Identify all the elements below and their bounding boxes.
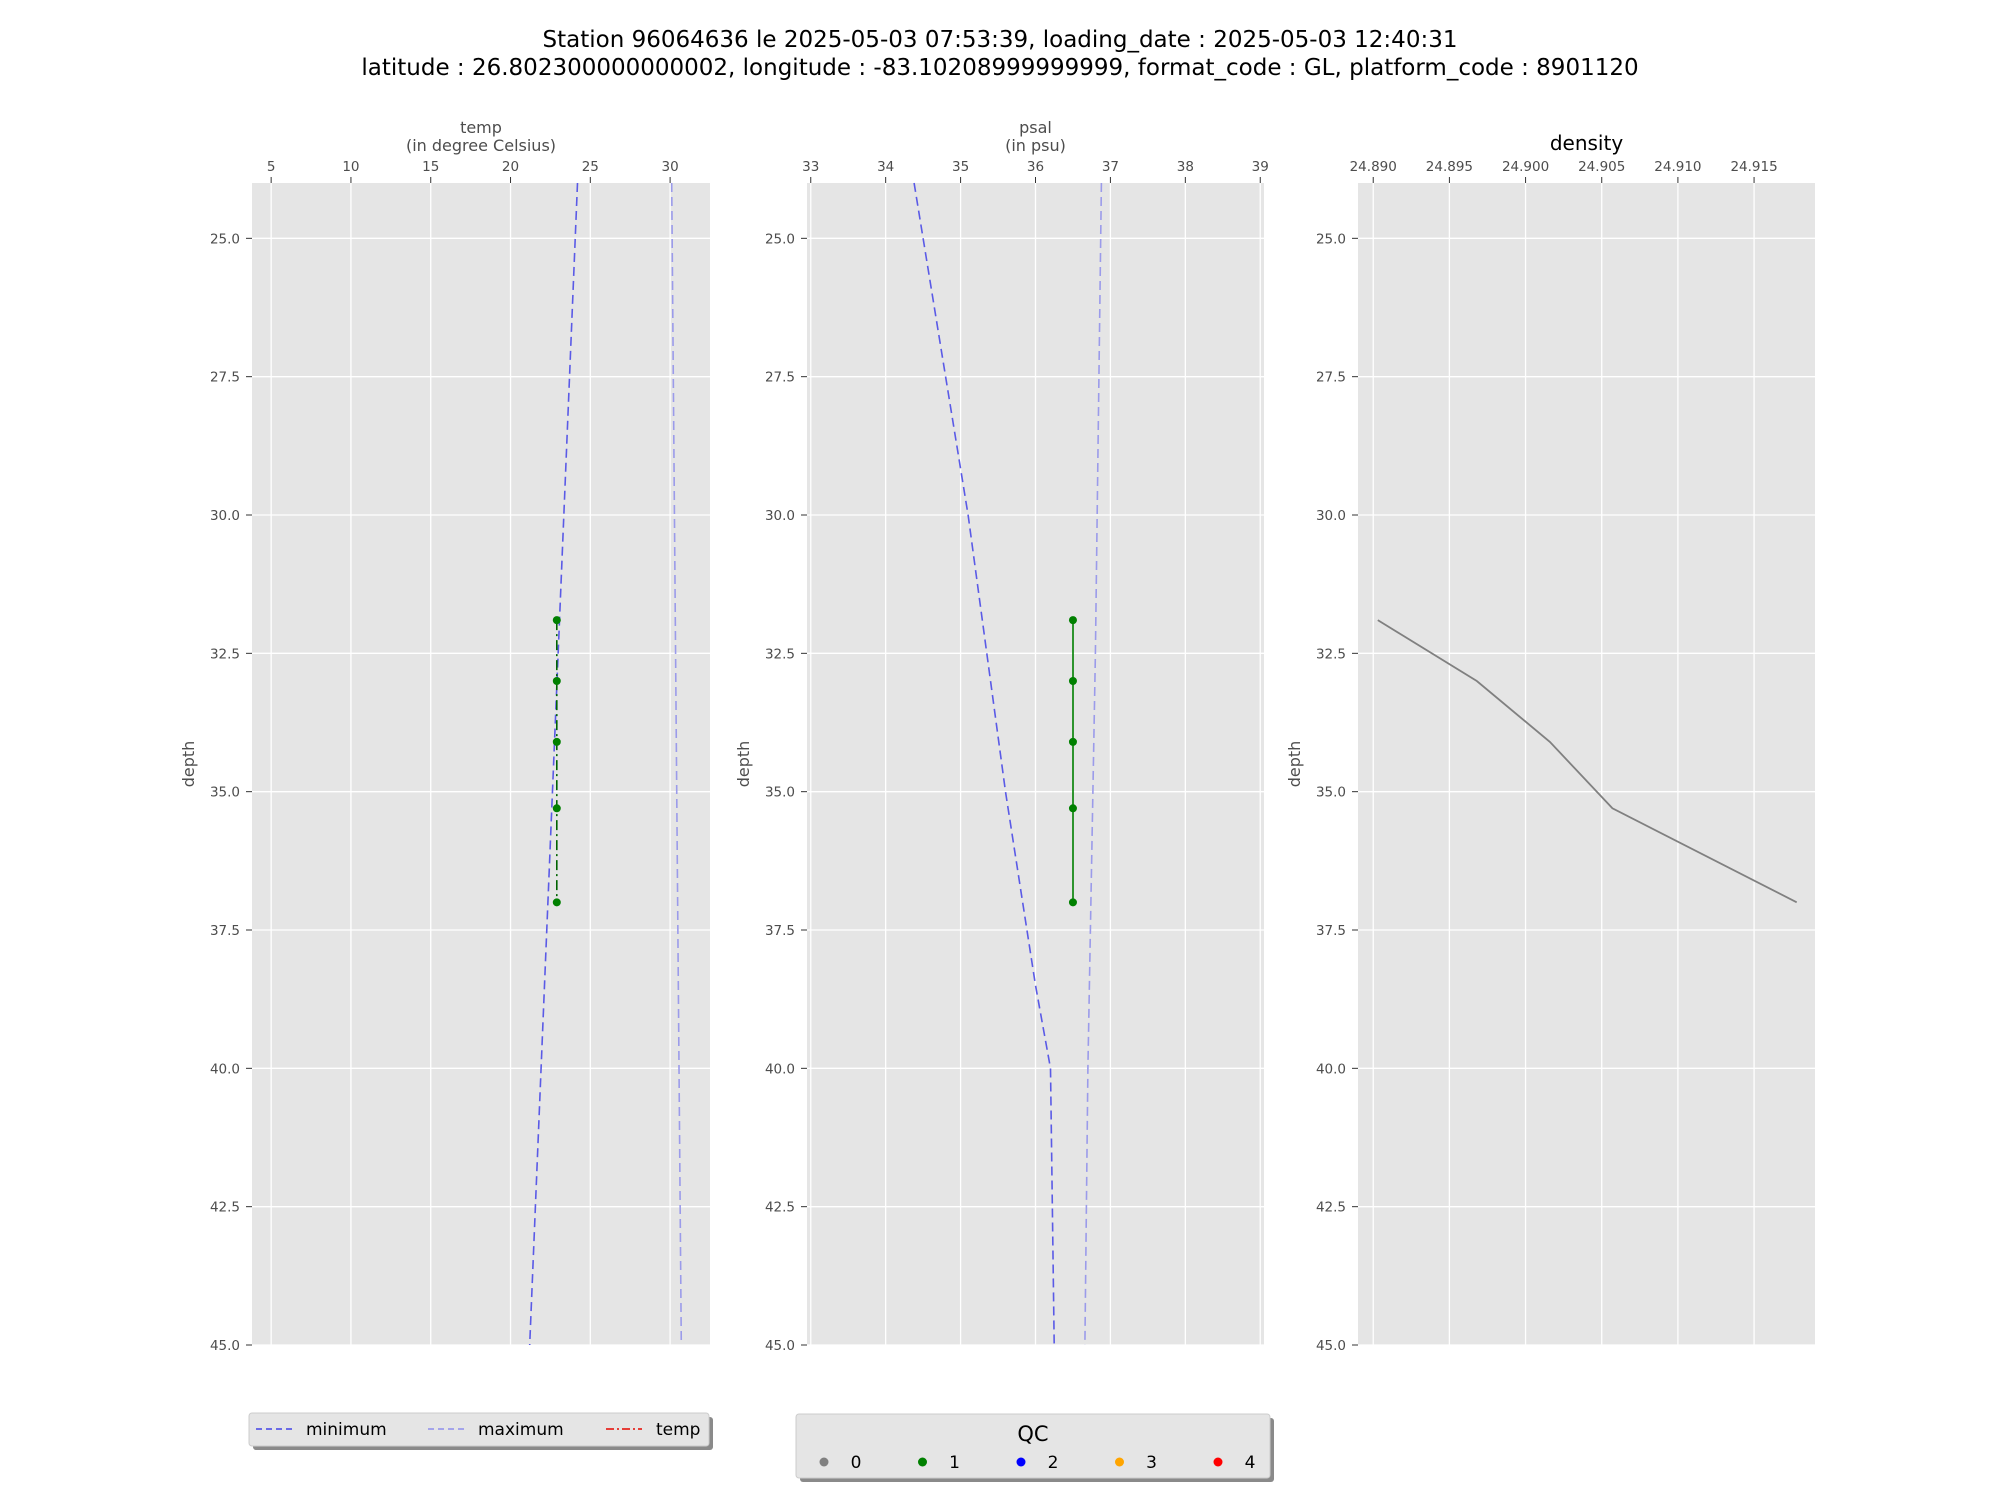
legend-qc-label-4: 4 xyxy=(1245,1453,1256,1473)
legend-qc-label-2: 2 xyxy=(1048,1453,1059,1473)
y-tick-label: 42.5 xyxy=(210,1200,240,1216)
panel-temp: 5 10 15 20 25 30 25.0 27.5 30.0 32.5 35.0 37.5 40.0 4… xyxy=(179,118,710,1354)
legend-box xyxy=(248,1412,710,1447)
y-tick-label: 30.0 xyxy=(210,508,240,524)
data-point-temp xyxy=(552,616,561,625)
x-tick-label: 33 xyxy=(802,159,819,175)
x-tick-label: 39 xyxy=(1252,159,1269,175)
series-line-minimum xyxy=(528,182,579,1346)
x-tick-label: 20 xyxy=(502,159,519,175)
x-tick-label: 24.890 xyxy=(1350,159,1397,175)
x-tick-label: 37 xyxy=(1102,159,1119,175)
y-tick-label: 25.0 xyxy=(210,231,240,247)
legend-lines: minimum maximum temp xyxy=(248,1412,713,1450)
y-tick-label: 40.0 xyxy=(765,1061,795,1077)
y-tick-label: 37.5 xyxy=(1316,923,1346,939)
plot-background xyxy=(252,183,710,1345)
x-tick-label: 35 xyxy=(952,159,969,175)
data-point-psal xyxy=(1068,677,1077,685)
y-tick-label: 35.0 xyxy=(765,785,795,801)
legend-qc-box xyxy=(795,1413,1271,1479)
y-tick-label: 35.0 xyxy=(1316,785,1346,801)
y-tick-label: 35.0 xyxy=(210,785,240,801)
y-tick-label: 37.5 xyxy=(765,923,795,939)
legend-qc-marker-2 xyxy=(1016,1457,1026,1467)
y-tick-label: 27.5 xyxy=(765,370,795,386)
legend-qc-label-3: 3 xyxy=(1146,1453,1157,1473)
y-tick-label: 32.5 xyxy=(1316,646,1346,662)
figure-title: Station 96064636 le 2025-05-03 07:53:39,… xyxy=(0,26,2000,82)
y-tick-label: 32.5 xyxy=(765,646,795,662)
y-tick-label: 25.0 xyxy=(1316,231,1346,247)
legend-label-temp: temp xyxy=(656,1420,700,1440)
y-tick-label: 30.0 xyxy=(765,508,795,524)
y-tick-label: 42.5 xyxy=(1316,1200,1346,1216)
x-tick-label: 24.900 xyxy=(1502,159,1549,175)
x-axis-unit-label: (in psu) xyxy=(1005,136,1066,155)
data-point-psal xyxy=(1068,804,1077,813)
x-tick-label: 34 xyxy=(877,159,894,175)
x-tick-label: 36 xyxy=(1027,159,1044,175)
legend-qc-label-1: 1 xyxy=(949,1453,960,1473)
y-tick-label: 42.5 xyxy=(765,1200,795,1216)
x-axis-label: temp xyxy=(460,118,502,137)
y-axis-label: depth xyxy=(1285,741,1304,788)
data-point-psal xyxy=(1068,898,1077,907)
x-tick-label: 24.915 xyxy=(1730,159,1777,175)
x-tick-label: 15 xyxy=(422,159,439,175)
legend-qc-marker-0 xyxy=(819,1457,829,1467)
y-tick-label: 45.0 xyxy=(210,1338,240,1354)
plot-background xyxy=(1358,183,1815,1345)
x-axis-unit-label: (in degree Celsius) xyxy=(406,136,556,155)
legend-label-maximum: maximum xyxy=(478,1420,564,1440)
y-tick-label: 27.5 xyxy=(210,370,240,386)
panel-psal: 33 34 35 36 37 38 39 25.0 27.5 30.0 32.5 35.0 37.5 40… xyxy=(734,118,1269,1354)
data-point-psal xyxy=(1068,737,1077,746)
y-tick-label: 32.5 xyxy=(210,646,240,662)
legend-qc: QC 0 1 2 3 4 xyxy=(795,1413,1274,1482)
data-point-temp xyxy=(552,898,561,907)
legend-qc-marker-3 xyxy=(1115,1457,1124,1467)
x-tick-label: 25 xyxy=(582,159,599,175)
x-tick-label: 38 xyxy=(1177,159,1194,175)
series-line-density xyxy=(1377,619,1798,904)
y-tick-label: 37.5 xyxy=(210,923,240,939)
title-line-2: latitude : 26.802300000000002, longitude… xyxy=(361,55,1639,81)
panel-title: density xyxy=(1550,131,1623,155)
x-axis-label: psal xyxy=(1019,118,1052,137)
y-tick-label: 45.0 xyxy=(1316,1338,1346,1354)
x-tick-label: 30 xyxy=(662,159,679,175)
x-tick-label: 10 xyxy=(342,159,359,175)
x-tick-label: 24.910 xyxy=(1654,159,1701,175)
legend-label-minimum: minimum xyxy=(306,1420,387,1440)
series-line-minimum xyxy=(913,182,1055,1346)
x-tick-label: 24.905 xyxy=(1578,159,1625,175)
data-point-temp xyxy=(552,804,561,813)
y-tick-label: 40.0 xyxy=(1316,1061,1346,1077)
data-point-psal xyxy=(1068,616,1077,625)
legend-qc-marker-1 xyxy=(918,1457,927,1467)
y-axis-label: depth xyxy=(179,741,198,788)
data-point-temp xyxy=(552,677,561,685)
y-tick-label: 40.0 xyxy=(210,1061,240,1077)
legend-qc-marker-4 xyxy=(1213,1457,1223,1467)
panel-density: 24.890 24.895 24.900 24.905 24.910 24.915 25.0… xyxy=(1285,131,1815,1354)
y-axis-label: depth xyxy=(734,741,753,788)
legend-qc-label-0: 0 xyxy=(851,1453,862,1473)
y-tick-label: 45.0 xyxy=(765,1338,795,1354)
y-tick-label: 27.5 xyxy=(1316,370,1346,386)
legend-qc-title: QC xyxy=(1017,1422,1048,1446)
title-line-1: Station 96064636 le 2025-05-03 07:53:39,… xyxy=(542,27,1458,53)
series-line-maximum xyxy=(1084,182,1103,1346)
x-tick-label: 5 xyxy=(267,159,276,175)
series-line-maximum xyxy=(670,182,683,1346)
y-tick-label: 30.0 xyxy=(1316,508,1346,524)
x-tick-label: 24.895 xyxy=(1426,159,1473,175)
data-point-temp xyxy=(552,737,561,746)
y-tick-label: 25.0 xyxy=(765,231,795,247)
